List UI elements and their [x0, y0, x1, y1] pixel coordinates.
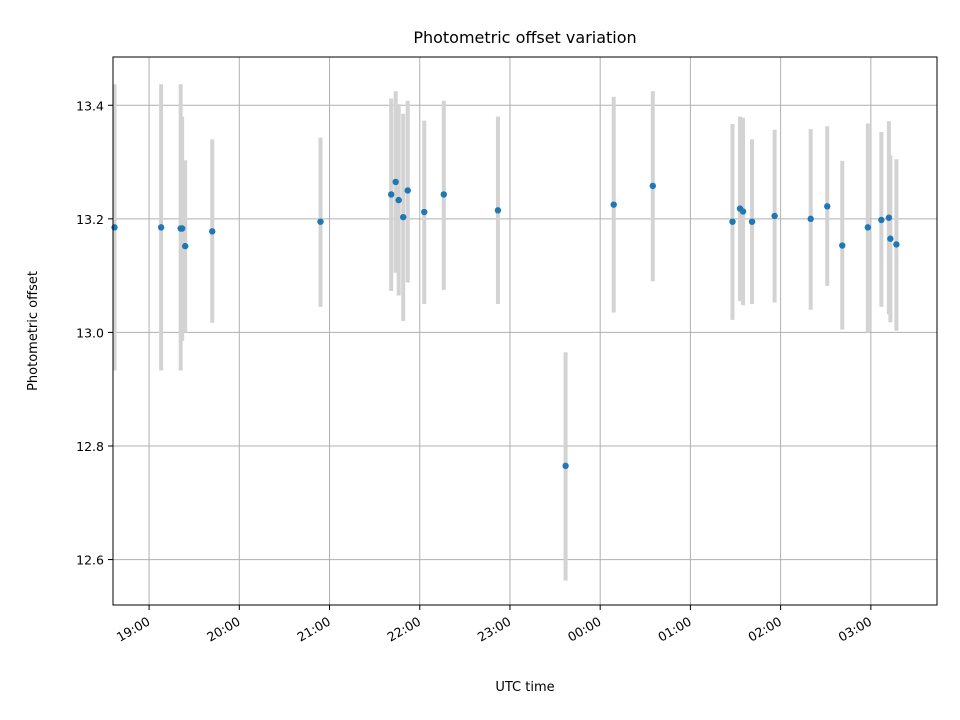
data-point [739, 208, 747, 215]
data-point [404, 187, 411, 194]
data-point [839, 242, 846, 249]
data-point [111, 224, 118, 231]
plot-area-frame [112, 56, 938, 606]
data-point [893, 241, 900, 248]
data-point [649, 182, 657, 190]
data-point [421, 208, 428, 216]
data-point [807, 215, 814, 223]
data-point [387, 191, 395, 198]
y-tick-label: 12.8 [76, 439, 104, 454]
data-point [181, 242, 189, 250]
y-axis: 12.6 12.8 13.0 13.2 13.4 [76, 98, 113, 568]
data-point [178, 225, 186, 232]
grid [113, 57, 937, 605]
data-point [209, 228, 216, 235]
data-point [771, 212, 778, 220]
data-point [878, 216, 885, 224]
data-point [748, 218, 756, 225]
data-points [111, 178, 900, 470]
data-point [562, 462, 569, 470]
data-point [392, 178, 399, 186]
data-point [885, 214, 893, 221]
y-tick-label: 12.6 [76, 553, 104, 568]
y-tick-label: 13.4 [76, 98, 104, 113]
data-point [157, 224, 165, 231]
x-axis-label: UTC time [495, 680, 554, 695]
data-point [400, 213, 407, 221]
data-point [440, 191, 448, 198]
y-tick-label: 13.0 [76, 325, 104, 340]
data-point [395, 196, 402, 204]
y-tick-label: 13.2 [76, 212, 104, 227]
data-point [824, 203, 831, 210]
data-point [729, 218, 736, 225]
y-axis-label: Photometric offset [26, 271, 41, 391]
chart-title: Photometric offset variation [413, 28, 636, 47]
data-point [864, 224, 872, 231]
data-point [317, 218, 324, 225]
data-point [494, 207, 502, 214]
data-point [610, 201, 617, 208]
data-point [887, 235, 894, 242]
